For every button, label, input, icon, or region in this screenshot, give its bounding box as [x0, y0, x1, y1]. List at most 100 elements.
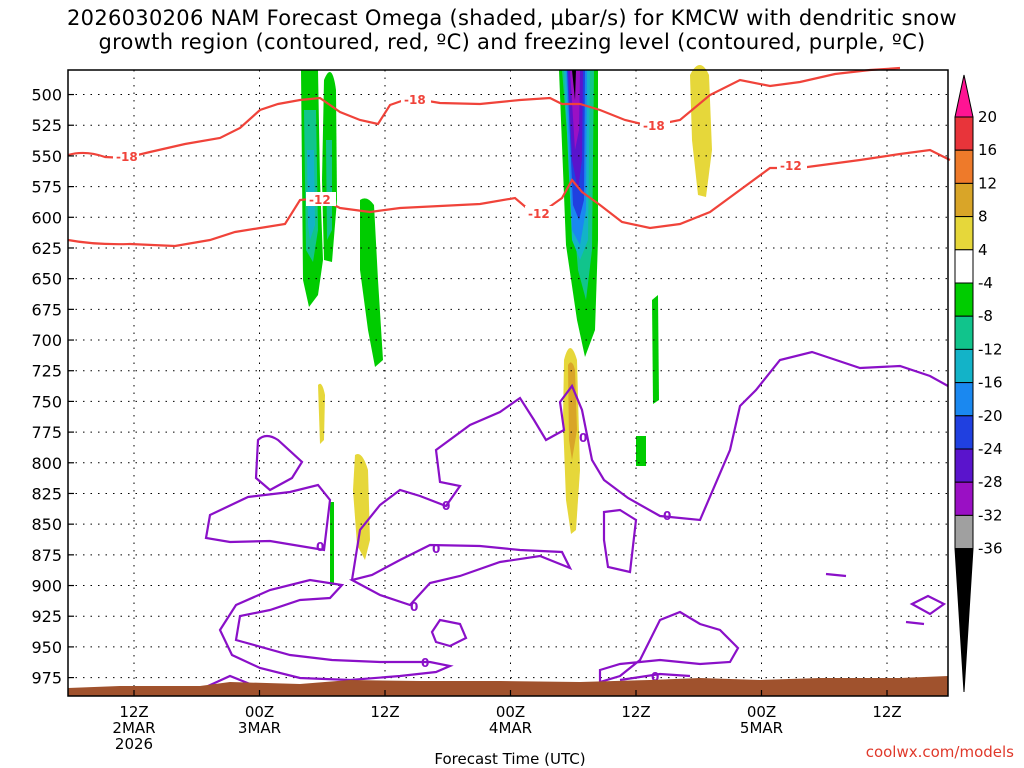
omega-blob — [652, 295, 659, 404]
dgz-contours — [67, 66, 951, 248]
colorbar-label: 12 — [978, 174, 997, 192]
freezing-contour — [207, 674, 251, 688]
colorbar-swatch — [954, 116, 974, 151]
colorbar-label: -36 — [978, 540, 1003, 558]
colorbar-swatch — [954, 481, 974, 516]
colorbar-label: -20 — [978, 407, 1003, 425]
colorbar-label: -24 — [978, 440, 1003, 458]
x-tick-label: 3MAR — [238, 719, 281, 737]
freezing-contour — [430, 618, 468, 648]
y-tick-label: 700 — [31, 331, 62, 350]
contour-label-m12: -12 — [780, 159, 802, 173]
freezing-contour — [909, 594, 947, 616]
contour-label-m18: -18 — [643, 119, 665, 133]
contour-label-zero: 0 — [316, 540, 324, 554]
colorbar-swatch — [954, 448, 974, 483]
colorbar-label: -28 — [978, 473, 1003, 491]
grid-lines — [68, 70, 948, 696]
x-tick-label: 12Z — [119, 703, 148, 721]
contour-label-zero: 0 — [579, 431, 587, 445]
y-tick-label: 625 — [31, 239, 62, 258]
plot-frame — [67, 69, 949, 697]
dgz-contour-minus12 — [67, 148, 951, 248]
y-tick-label: 925 — [31, 607, 62, 626]
dgz-contour-minus18 — [67, 66, 901, 160]
x-tick-label: 12Z — [872, 703, 901, 721]
contour-label-zero: 0 — [410, 600, 418, 614]
colorbar-label: 8 — [978, 208, 988, 226]
contour-label-zero: 0 — [421, 656, 429, 670]
colorbar-swatch — [954, 282, 974, 317]
freezing-contour — [905, 620, 925, 626]
contour-label-zero: 0 — [432, 542, 440, 556]
x-tick-label: 00Z — [496, 703, 525, 721]
y-tick-label: 975 — [31, 669, 62, 688]
omega-blob — [330, 502, 334, 585]
y-tick-label: 750 — [31, 392, 62, 411]
y-tick-label: 850 — [31, 515, 62, 534]
freezing-contour — [598, 610, 740, 684]
y-tick-label: 600 — [31, 208, 62, 227]
contour-label-m12: -12 — [309, 193, 331, 207]
x-tick-label: 2MAR — [112, 719, 155, 737]
colorbar-swatch — [954, 348, 974, 384]
y-tick-label: 825 — [31, 484, 62, 503]
x-tick-label: 12Z — [621, 703, 650, 721]
y-tick-label: 775 — [31, 423, 62, 442]
title-line-2: growth region (contoured, red, ºC) and f… — [98, 30, 926, 54]
x-tick-label: 00Z — [245, 703, 274, 721]
colorbar-swatch — [954, 382, 974, 417]
omega-blob — [572, 70, 576, 100]
x-tick-label: 5MAR — [740, 719, 783, 737]
x-tick-label: 2026 — [115, 735, 153, 753]
colorbar-label: -32 — [978, 506, 1003, 524]
contour-label-zero: 0 — [651, 670, 659, 684]
freezing-contour — [619, 672, 691, 682]
omega-shading — [301, 65, 712, 585]
y-tick-label: 525 — [31, 116, 62, 135]
freezing-contour — [602, 508, 638, 574]
x-axis-title: Forecast Time (UTC) — [434, 750, 585, 768]
omega-blob — [636, 436, 646, 466]
x-tick-label: 12Z — [370, 703, 399, 721]
freezing-level-contours — [204, 350, 949, 688]
y-axis: 500 525 550 575 600 625 650 675 700 725 750 775 800 8… — [31, 86, 74, 688]
omega-blob — [318, 383, 325, 444]
x-tick-label: 4MAR — [489, 719, 532, 737]
contour-label-m12: -12 — [528, 207, 550, 221]
y-tick-label: 800 — [31, 454, 62, 473]
colorbar-label: 20 — [978, 108, 997, 126]
colorbar-arrow-bottom — [954, 548, 974, 693]
omega-blob — [570, 70, 580, 150]
colorbar-label: 16 — [978, 141, 997, 159]
omega-blob — [353, 454, 370, 560]
terrain-ground — [68, 676, 948, 696]
freezing-contour — [348, 543, 573, 607]
colorbar-label: -8 — [978, 307, 993, 325]
y-tick-label: 950 — [31, 638, 62, 657]
y-tick-label: 875 — [31, 546, 62, 565]
colorbar-swatch — [954, 182, 974, 218]
y-tick-label: 725 — [31, 362, 62, 381]
freezing-contour — [254, 434, 304, 492]
colorbar-swatch — [954, 315, 974, 350]
omega-blob — [326, 140, 332, 240]
title-line-1: 2026030206 NAM Forecast Omega (shaded, µ… — [67, 6, 957, 30]
freezing-contour — [350, 350, 949, 581]
credit-text: coolwx.com/models — [866, 743, 1014, 761]
colorbar-label: -12 — [978, 340, 1003, 358]
freezing-contour — [825, 572, 847, 578]
colorbar-swatch — [954, 514, 974, 550]
contour-label-group: -18 -18 -18 -12 -12 -12 0 0 0 0 0 0 0 0 — [113, 92, 807, 684]
colorbar: 20 16 12 8 4 -4 -8 -12 -16 -20 -24 -28 -32 -36 — [954, 74, 1003, 693]
colorbar-label: 4 — [978, 241, 988, 259]
omega-blob — [690, 65, 712, 197]
x-tick-label: 00Z — [747, 703, 776, 721]
contour-label-zero: 0 — [663, 509, 671, 523]
y-tick-label: 650 — [31, 270, 62, 289]
omega-blob — [360, 198, 383, 367]
contour-label-m18: -18 — [116, 150, 138, 164]
colorbar-swatch — [954, 249, 974, 284]
